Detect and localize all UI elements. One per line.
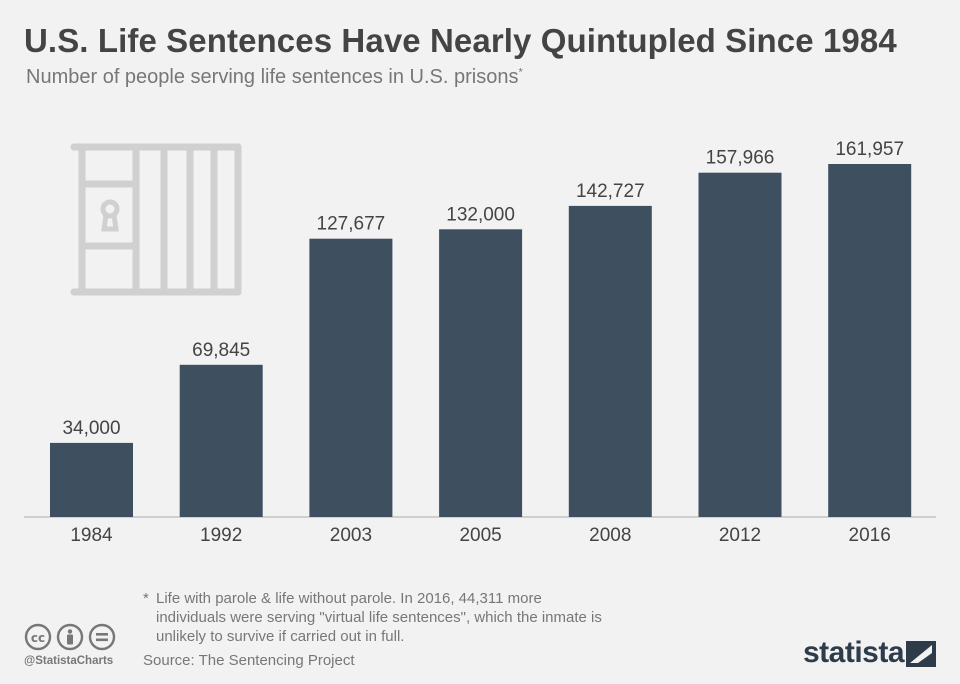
bar-2005 [439,229,523,518]
x-tick-label-2016: 2016 [849,525,891,546]
x-tick-label-2003: 2003 [330,525,372,546]
attribution-icon [56,623,84,651]
x-tick-label-2005: 2005 [459,525,501,546]
chart-subtitle: Number of people serving life sentences … [26,66,523,89]
svg-text:cc: cc [31,631,45,645]
chart-title: U.S. Life Sentences Have Nearly Quintupl… [24,22,897,59]
value-label-2016: 161,957 [835,139,904,160]
x-tick-label-1984: 1984 [70,525,113,546]
x-tick-label-2008: 2008 [589,525,631,546]
value-label-2005: 132,000 [446,204,515,225]
statista-handle: @StatistaCharts [24,655,114,667]
source-text: Source: The Sentencing Project [143,652,355,669]
x-tick-label-2012: 2012 [719,525,761,546]
value-label-2003: 127,677 [317,214,386,235]
value-label-1984: 34,000 [62,418,120,439]
footnote-marker: * [143,590,149,607]
value-label-2008: 142,727 [576,181,645,202]
bar-2003 [309,238,393,517]
license-icons: cc [24,623,116,651]
value-label-1992: 69,845 [192,340,250,361]
bar-1984 [50,442,133,517]
value-label-2012: 157,966 [706,148,775,169]
bar-2008 [568,205,652,517]
creative-commons-icon: cc [24,623,52,651]
footnote-text: Life with parole & life without parole. … [156,590,602,645]
x-tick-label-1992: 1992 [200,525,242,546]
bar-2012 [698,172,782,517]
statista-logo-icon [906,641,936,667]
jail-cell-icon [70,143,242,296]
statista-logo-text: statista [803,636,905,669]
subtitle-footnote-marker: * [518,66,523,79]
subtitle-text: Number of people serving life sentences … [26,66,519,88]
bar-1992 [179,364,263,517]
bar-2016 [828,164,912,517]
footnote: * Life with parole & life without parole… [143,589,613,646]
no-derivatives-icon [88,623,116,651]
